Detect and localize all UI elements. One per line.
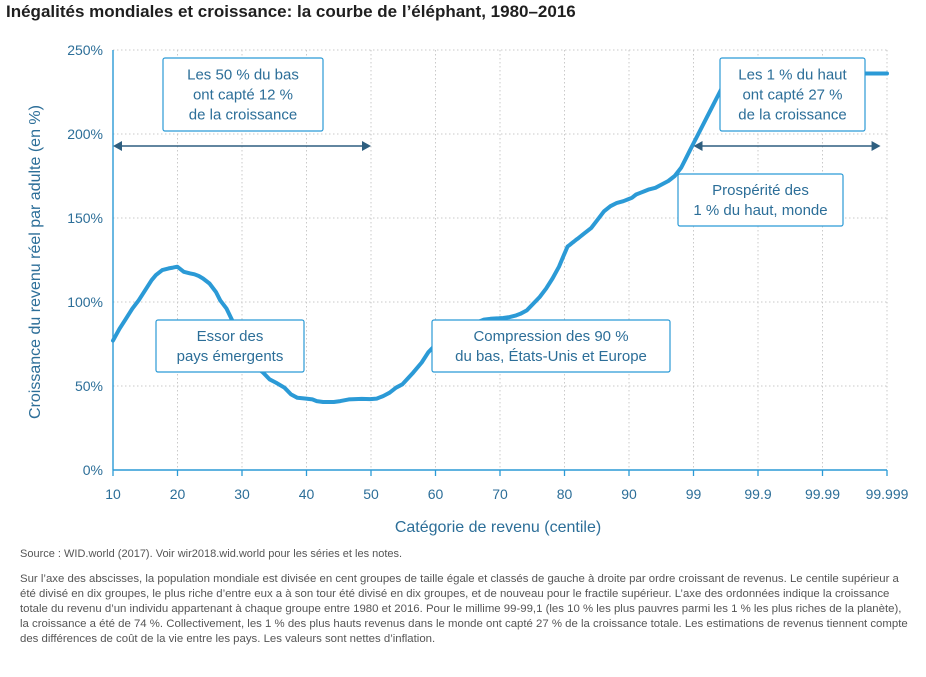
annotation-emerging: Essor des pays émergents	[155, 319, 305, 373]
annotation-line: 1 % du haut, monde	[693, 202, 827, 219]
annotation-line: Prospérité des	[712, 182, 809, 199]
x-tick-label: 99.99	[805, 486, 840, 502]
annotation-bottom50: Les 50 % du bas ont capté 12 % de la crois…	[162, 57, 324, 132]
explanatory-note: Sur l’axe des abscisses, la population m…	[20, 573, 908, 645]
annotation-prosperity: Prospérité des 1 % du haut, monde	[677, 173, 844, 227]
y-axis-label: Croissance du revenu réel par adulte (en…	[27, 105, 44, 419]
y-tick-label: 150%	[67, 210, 103, 226]
y-tick-label: 200%	[67, 126, 103, 142]
x-tick-label: 20	[170, 486, 186, 502]
y-tick-label: 0%	[83, 462, 103, 478]
arrow-bottom-50	[113, 141, 371, 151]
x-tick-label: 10	[105, 486, 121, 502]
chart-title: Inégalités mondiales et croissance: la c…	[6, 2, 576, 21]
x-tick-label: 50	[363, 486, 379, 502]
annotation-top1: Les 1 % du haut ont capté 27 % de la crois…	[719, 57, 866, 132]
x-tick-label: 70	[492, 486, 508, 502]
x-axis-label: Catégorie de revenu (centile)	[395, 519, 601, 536]
x-tick-label: 60	[428, 486, 444, 502]
range-arrows	[113, 141, 881, 151]
x-tick-label: 40	[299, 486, 315, 502]
annotation-line: de la croissance	[738, 107, 846, 124]
arrow-top-1	[693, 141, 881, 151]
x-tick-label: 99.9	[744, 486, 771, 502]
annotation-line: Essor des	[197, 328, 264, 345]
source-note: Source : WID.world (2017). Voir wir2018.…	[20, 548, 403, 560]
x-tick-label: 90	[621, 486, 637, 502]
annotation-line: du bas, États-Unis et Europe	[455, 348, 647, 365]
x-tick-label: 99.999	[866, 486, 909, 502]
y-tick-label: 50%	[75, 378, 103, 394]
annotation-line: ont capté 12 %	[193, 87, 293, 104]
annotation-line: Les 1 % du haut	[738, 67, 847, 84]
x-tick-label: 99	[686, 486, 702, 502]
x-tick-label: 30	[234, 486, 250, 502]
annotation-compression: Compression des 90 % du bas, États-Unis e…	[431, 319, 671, 373]
axes	[112, 50, 888, 476]
annotations: Les 50 % du bas ont capté 12 % de la crois…	[155, 57, 866, 373]
elephant-curve-chart: 10 20 30 40 50 60 70 80 90 99 99.9 99.99 99.999 0% 50…	[27, 42, 909, 536]
y-tick-labels: 0% 50% 100% 150% 200% 250%	[67, 42, 103, 478]
annotation-line: Les 50 % du bas	[187, 67, 299, 84]
x-tick-labels: 10 20 30 40 50 60 70 80 90 99 99.9 99.99 99.999	[105, 486, 908, 502]
annotation-line: Compression des 90 %	[473, 328, 628, 345]
annotation-line: ont capté 27 %	[742, 87, 842, 104]
y-tick-label: 250%	[67, 42, 103, 58]
y-tick-label: 100%	[67, 294, 103, 310]
annotation-line: pays émergents	[177, 348, 284, 365]
x-tick-label: 80	[557, 486, 573, 502]
annotation-line: de la croissance	[189, 107, 297, 124]
